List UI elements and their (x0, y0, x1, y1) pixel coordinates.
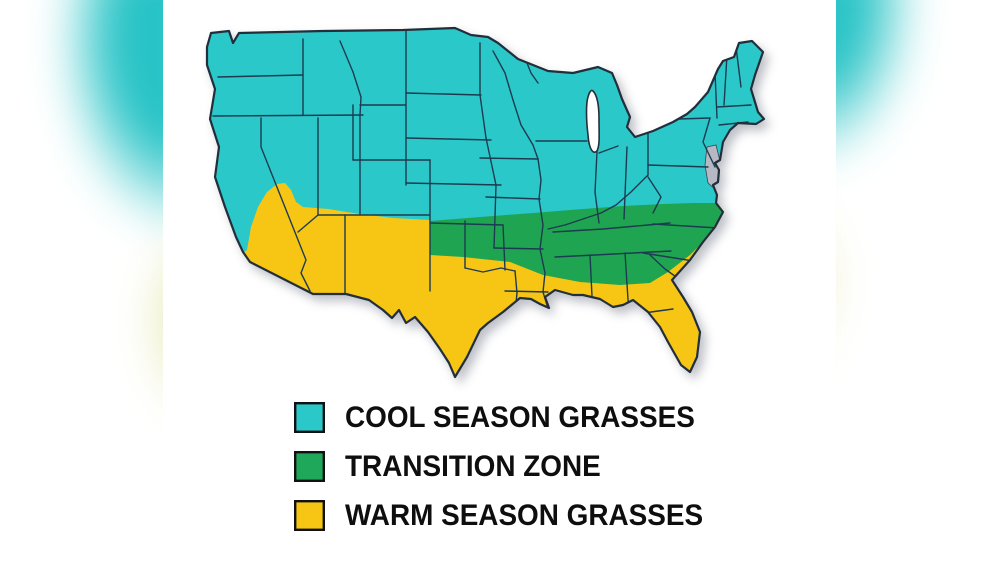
transition-zone-swatch (294, 451, 325, 482)
lake-michigan (585, 89, 600, 153)
legend-label-cool: COOL SEASON GRASSES (345, 400, 695, 434)
legend-row-warm: WARM SEASON GRASSES (294, 498, 730, 532)
blurred-letterbox-right (836, 0, 1000, 563)
legend-label-transition: TRANSITION ZONE (345, 449, 601, 483)
us-grass-zones-map (205, 26, 766, 379)
image-panel: COOL SEASON GRASSES TRANSITION ZONE WARM… (163, 0, 836, 563)
legend-row-cool: COOL SEASON GRASSES (294, 400, 730, 434)
warm-season-swatch (294, 500, 325, 531)
blur-smear (0, 0, 163, 563)
blurred-letterbox-left (0, 0, 163, 563)
cool-season-swatch (294, 402, 325, 433)
legend-row-transition: TRANSITION ZONE (294, 449, 730, 483)
us-outline (205, 26, 766, 379)
legend-label-warm: WARM SEASON GRASSES (345, 498, 704, 532)
transition-zone (430, 203, 753, 285)
blur-smear (836, 0, 1000, 563)
legend: COOL SEASON GRASSES TRANSITION ZONE WARM… (294, 400, 730, 532)
state-borders (212, 30, 752, 324)
